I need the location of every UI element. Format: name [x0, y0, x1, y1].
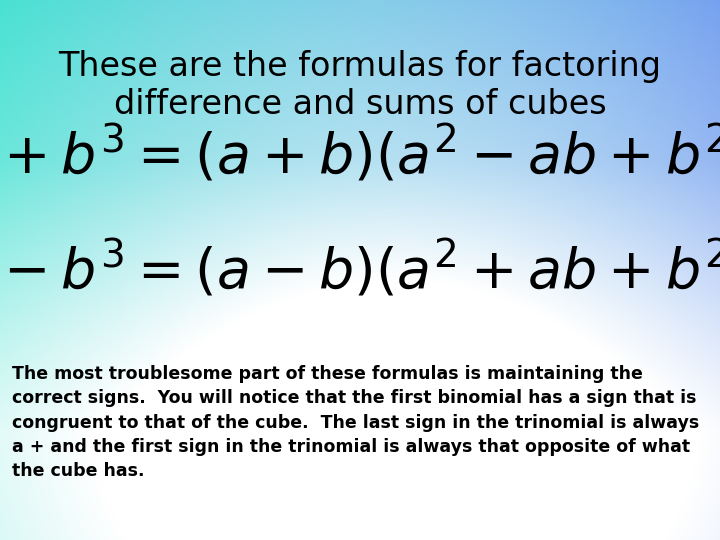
- Text: $a^3 - b^3 = (a - b)(a^2 + ab + b^2)$: $a^3 - b^3 = (a - b)(a^2 + ab + b^2)$: [0, 239, 720, 301]
- Text: These are the formulas for factoring
difference and sums of cubes: These are the formulas for factoring dif…: [58, 50, 662, 121]
- Text: The most troublesome part of these formulas is maintaining the
correct signs.  Y: The most troublesome part of these formu…: [12, 365, 699, 480]
- Text: $a^3 + b^3 = (a + b)(a^2 - ab + b^2)$: $a^3 + b^3 = (a + b)(a^2 - ab + b^2)$: [0, 124, 720, 186]
